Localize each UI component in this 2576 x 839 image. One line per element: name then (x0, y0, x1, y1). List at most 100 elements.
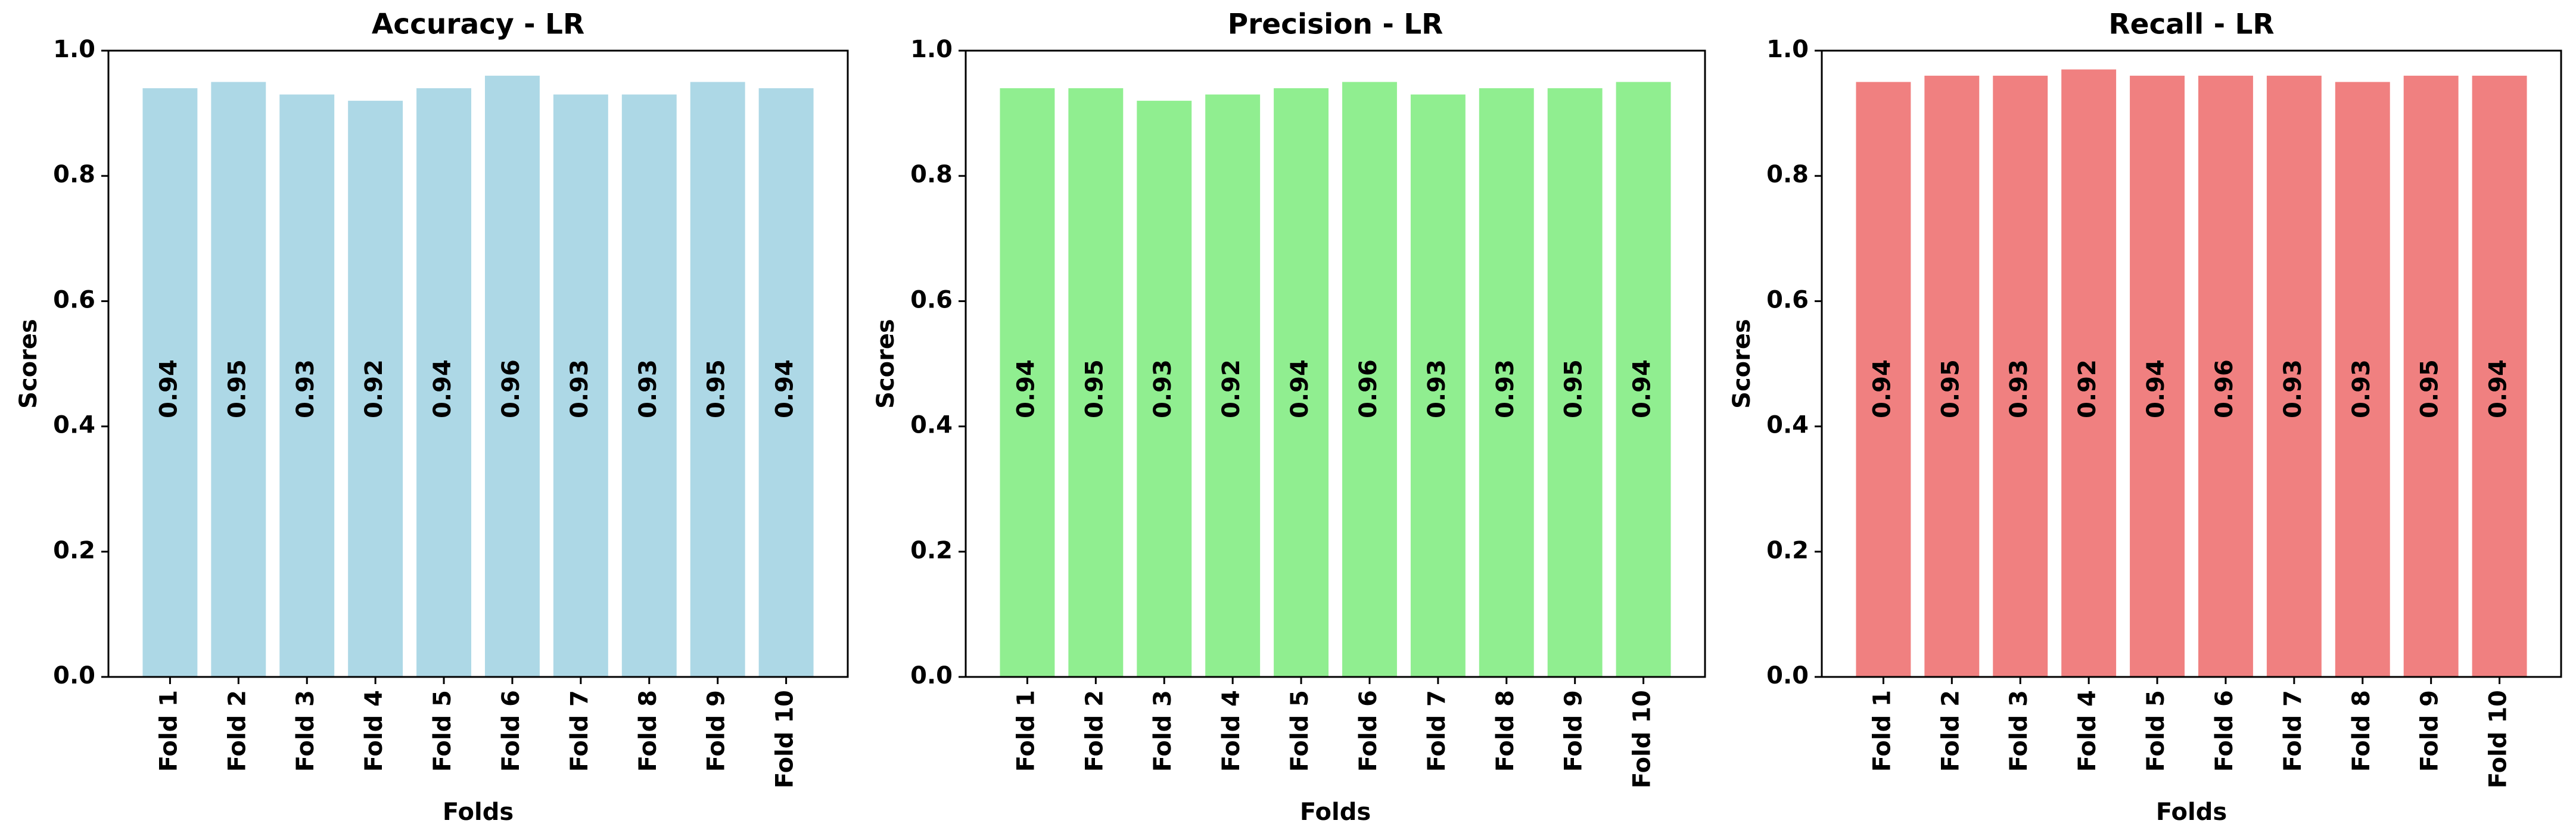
y-axis-label: Scores (15, 319, 42, 409)
x-tick-label: Fold 9 (2416, 690, 2444, 772)
x-tick-label: Fold 8 (1492, 690, 1519, 772)
bar (1137, 101, 1192, 677)
bar (1274, 88, 1329, 677)
bar-label: 0.93 (634, 359, 662, 418)
x-tick-label: Fold 5 (1286, 690, 1314, 772)
bar-label: 0.95 (1937, 359, 1964, 418)
y-tick-label: 0.4 (53, 412, 95, 439)
x-tick-label: Fold 6 (497, 690, 525, 772)
x-tick-label: Fold 10 (771, 690, 799, 788)
bar (1616, 82, 1671, 678)
x-tick-label: Fold 8 (634, 690, 662, 772)
x-axis-label: Folds (1300, 798, 1371, 826)
x-tick-label: Fold 10 (1629, 690, 1656, 788)
x-axis-label: Folds (443, 798, 514, 826)
y-tick-label: 0.6 (910, 286, 953, 313)
x-tick-label: Fold 1 (155, 690, 182, 772)
bar-label: 0.94 (429, 359, 456, 418)
bar-label: 0.94 (2485, 359, 2512, 418)
bar (1068, 88, 1124, 677)
bar (2403, 76, 2459, 678)
y-tick-label: 0.2 (910, 537, 953, 564)
chart-title: Accuracy - LR (372, 8, 584, 41)
bar-label: 0.96 (2211, 359, 2238, 418)
bar-label: 0.93 (1423, 359, 1451, 418)
bar (484, 76, 540, 678)
bar (2472, 76, 2527, 678)
y-axis-label: Scores (1728, 319, 1756, 409)
x-tick-label: Fold 6 (2211, 690, 2238, 772)
y-tick-label: 0.4 (1766, 412, 1809, 439)
y-tick-label: 0.0 (53, 662, 95, 689)
bar (142, 88, 198, 677)
x-tick-label: Fold 1 (1868, 690, 1896, 772)
bar (1410, 94, 1466, 677)
bar-label: 0.96 (1355, 359, 1382, 418)
x-tick-label: Fold 4 (2074, 690, 2101, 772)
plot-frame (107, 49, 849, 678)
y-tick-label: 0.6 (1766, 286, 1809, 313)
bar-label: 0.93 (2005, 359, 2033, 418)
bar-label: 0.93 (2279, 359, 2307, 418)
bar (1856, 82, 1911, 678)
x-tick-label: Fold 7 (1423, 690, 1451, 772)
bar (2198, 76, 2253, 678)
bar (553, 94, 608, 677)
x-tick-label: Fold 9 (1560, 690, 1588, 772)
bar (1342, 82, 1397, 678)
bar (1924, 76, 1980, 678)
y-tick-label: 0.4 (910, 412, 953, 439)
plot-frame (1821, 49, 2562, 678)
bar (279, 94, 335, 677)
bar (758, 88, 814, 677)
x-tick-label: Fold 2 (223, 690, 251, 772)
x-tick-label: Fold 8 (2348, 690, 2375, 772)
x-tick-label: Fold 2 (1081, 690, 1108, 772)
bar (1205, 94, 1261, 677)
x-tick-label: Fold 5 (429, 690, 456, 772)
bar-label: 0.95 (703, 359, 730, 418)
bar-label: 0.94 (771, 359, 799, 418)
y-tick-label: 0.2 (53, 537, 95, 564)
bar (416, 88, 472, 677)
bar (621, 94, 677, 677)
x-tick-label: Fold 1 (1012, 690, 1040, 772)
plot-frame (965, 49, 1706, 678)
bar-label: 0.94 (1629, 359, 1656, 418)
x-tick-label: Fold 4 (1218, 690, 1245, 772)
x-tick-label: Fold 7 (2279, 690, 2307, 772)
x-tick-label: Fold 4 (360, 690, 388, 772)
y-tick-label: 1.0 (53, 36, 95, 63)
x-tick-label: Fold 3 (292, 690, 319, 772)
bar (2130, 76, 2185, 678)
y-axis-label: Scores (872, 319, 900, 409)
x-tick-label: Fold 5 (2142, 690, 2170, 772)
bar-label: 0.93 (1149, 359, 1177, 418)
x-tick-label: Fold 7 (566, 690, 593, 772)
bar-label: 0.92 (360, 359, 388, 418)
bar-label: 0.94 (1286, 359, 1314, 418)
x-tick-label: Fold 3 (2005, 690, 2033, 772)
bar (211, 82, 266, 678)
bar-label: 0.95 (1081, 359, 1108, 418)
x-axis-label: Folds (2156, 798, 2227, 826)
x-tick-label: Fold 2 (1937, 690, 1964, 772)
bar-label: 0.93 (2348, 359, 2375, 418)
bar-label: 0.94 (1012, 359, 1040, 418)
bar-label: 0.92 (1218, 359, 1245, 418)
bar (1000, 88, 1055, 677)
bar-label: 0.94 (2142, 359, 2170, 418)
y-tick-label: 0.6 (53, 286, 95, 313)
bar (2335, 82, 2390, 678)
x-tick-label: Fold 6 (1355, 690, 1382, 772)
bar (1479, 88, 1534, 677)
bar-label: 0.93 (566, 359, 593, 418)
x-tick-label: Fold 9 (703, 690, 730, 772)
bar-label: 0.94 (1868, 359, 1896, 418)
y-tick-label: 1.0 (1766, 36, 1809, 63)
bar (2266, 76, 2322, 678)
bar (1993, 76, 2048, 678)
y-tick-label: 0.8 (53, 161, 95, 188)
y-tick-label: 0.8 (1766, 161, 1809, 188)
